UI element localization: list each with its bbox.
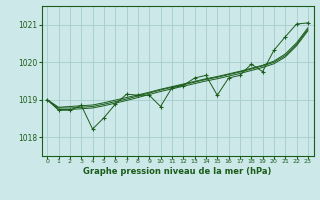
X-axis label: Graphe pression niveau de la mer (hPa): Graphe pression niveau de la mer (hPa) [84,167,272,176]
